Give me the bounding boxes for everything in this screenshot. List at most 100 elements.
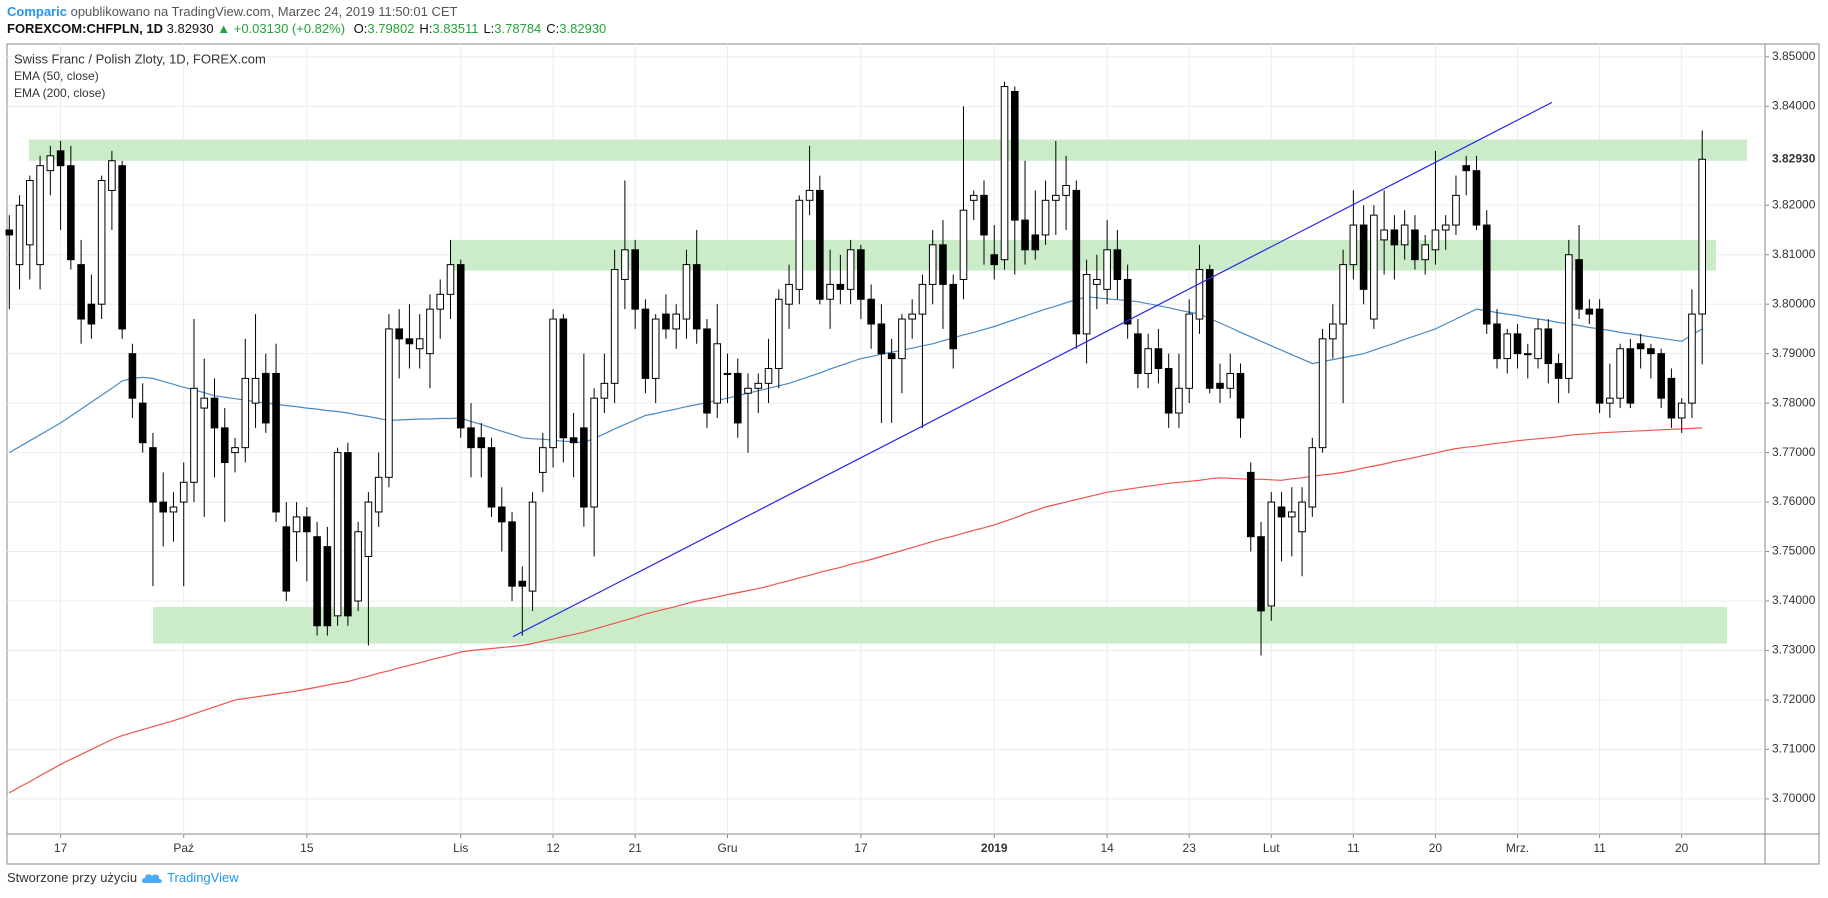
candle-body — [1185, 313, 1194, 389]
candle-body — [467, 427, 475, 449]
candle-body — [528, 501, 537, 592]
candle-body — [959, 209, 968, 280]
candle-body — [1082, 274, 1091, 335]
published: opublikowano na TradingView.com, Marzec … — [70, 4, 458, 19]
candle-body — [569, 437, 578, 444]
quote-line: FOREXCOM:CHFPLN, 1D 3.82930 ▲ +0.03130 (… — [7, 21, 606, 36]
candle-body — [1698, 158, 1707, 315]
candle-body — [210, 397, 219, 429]
candle-body — [1534, 328, 1542, 360]
candle-body — [1164, 368, 1173, 414]
candle-body — [282, 526, 291, 592]
candle-body — [1595, 308, 1604, 404]
candle-body — [908, 313, 916, 320]
y-tick-label: 3.85000 — [1772, 49, 1816, 63]
candle-body — [816, 189, 824, 300]
candle-body — [1216, 382, 1224, 389]
candle-body — [46, 155, 55, 172]
y-tick-label: 3.74000 — [1772, 593, 1816, 607]
author[interactable]: Comparic — [7, 4, 67, 19]
candle-body — [549, 318, 557, 449]
candle-body — [703, 328, 711, 414]
candle-body — [1072, 189, 1081, 335]
candle-body — [692, 264, 701, 330]
x-tick-label: 14 — [1100, 841, 1114, 855]
y-tick-label: 3.80000 — [1772, 296, 1816, 310]
candle-body — [1236, 372, 1245, 419]
candle-body — [1175, 387, 1183, 414]
chart-title: Swiss Franc / Polish Zloty, 1D, FOREX.co… — [14, 51, 266, 66]
x-tick-label: 11 — [1347, 841, 1360, 855]
y-tick-label: 3.70000 — [1772, 791, 1816, 805]
legend-entry: EMA (50, close) — [14, 69, 99, 83]
candle-body — [1452, 194, 1460, 226]
candle-body — [241, 377, 250, 449]
candle-body — [1031, 234, 1040, 251]
x-tick-label: Mrz. — [1506, 841, 1529, 855]
candle-body — [1103, 249, 1111, 290]
x-tick-label: 17 — [54, 841, 68, 855]
candle-body — [1267, 501, 1276, 607]
labels: 3.70000 3.71000 3.72000 3.73000 3.74000 3.750… — [14, 49, 1816, 855]
quote-label: C: — [546, 21, 560, 36]
candle-body — [651, 318, 660, 379]
candle-body — [56, 150, 65, 167]
candle-body — [672, 313, 681, 330]
candle-body — [1431, 229, 1440, 251]
candles — [5, 81, 1707, 656]
y-tick-label: 3.82000 — [1772, 197, 1816, 211]
candle-body — [610, 269, 619, 384]
candle-body — [364, 501, 373, 557]
candle-body — [67, 165, 75, 261]
quote-label: H: — [419, 21, 433, 36]
candle-body — [1513, 333, 1522, 355]
candle-body — [539, 447, 547, 473]
zone — [450, 239, 1716, 271]
candle-body — [1626, 348, 1635, 404]
candle-body — [179, 481, 188, 503]
candle-body — [87, 303, 96, 325]
candle-body — [1688, 313, 1696, 404]
candle-body — [1154, 348, 1163, 370]
candle-body — [939, 244, 947, 285]
candle-body — [415, 338, 424, 350]
ema-line — [9, 427, 1703, 794]
candle-body — [190, 387, 198, 483]
candle-body — [918, 283, 927, 315]
candle-body — [580, 427, 588, 508]
candle-body — [1523, 353, 1532, 356]
candle-body — [836, 283, 845, 290]
candle-body — [990, 254, 999, 266]
zone — [29, 139, 1747, 161]
footer: Stworzone przy użyciu TradingView — [7, 870, 239, 885]
candle-body — [1277, 506, 1286, 518]
candle-body — [251, 377, 260, 404]
footer-brand[interactable]: TradingView — [167, 870, 239, 885]
quote-value: 3.79802 — [367, 21, 415, 36]
x-tick-label: 20 — [1429, 841, 1443, 855]
y-tick-label: 3.78000 — [1772, 395, 1816, 409]
candle-body — [785, 283, 793, 305]
candle-body — [354, 531, 362, 602]
quote-value: 3.82930 — [559, 21, 607, 36]
candle-body — [77, 264, 85, 320]
candle-body — [292, 516, 301, 533]
candle-body — [775, 298, 783, 370]
candle-body — [385, 328, 393, 478]
candle-body — [395, 328, 403, 340]
y-tick-label: 3.72000 — [1772, 692, 1816, 706]
candle-body — [1421, 244, 1429, 261]
candle-body — [456, 264, 465, 429]
candle-body — [1329, 323, 1337, 340]
y-tick-label: 3.76000 — [1772, 494, 1816, 508]
candle-body — [446, 264, 455, 295]
grid — [7, 44, 1765, 834]
candle-body — [1575, 259, 1583, 310]
candle-body — [928, 244, 937, 285]
candle-body — [1298, 501, 1306, 533]
candle-body — [590, 397, 598, 508]
zones — [29, 139, 1747, 644]
candle-body — [1041, 199, 1050, 236]
candle-body — [1113, 249, 1122, 280]
